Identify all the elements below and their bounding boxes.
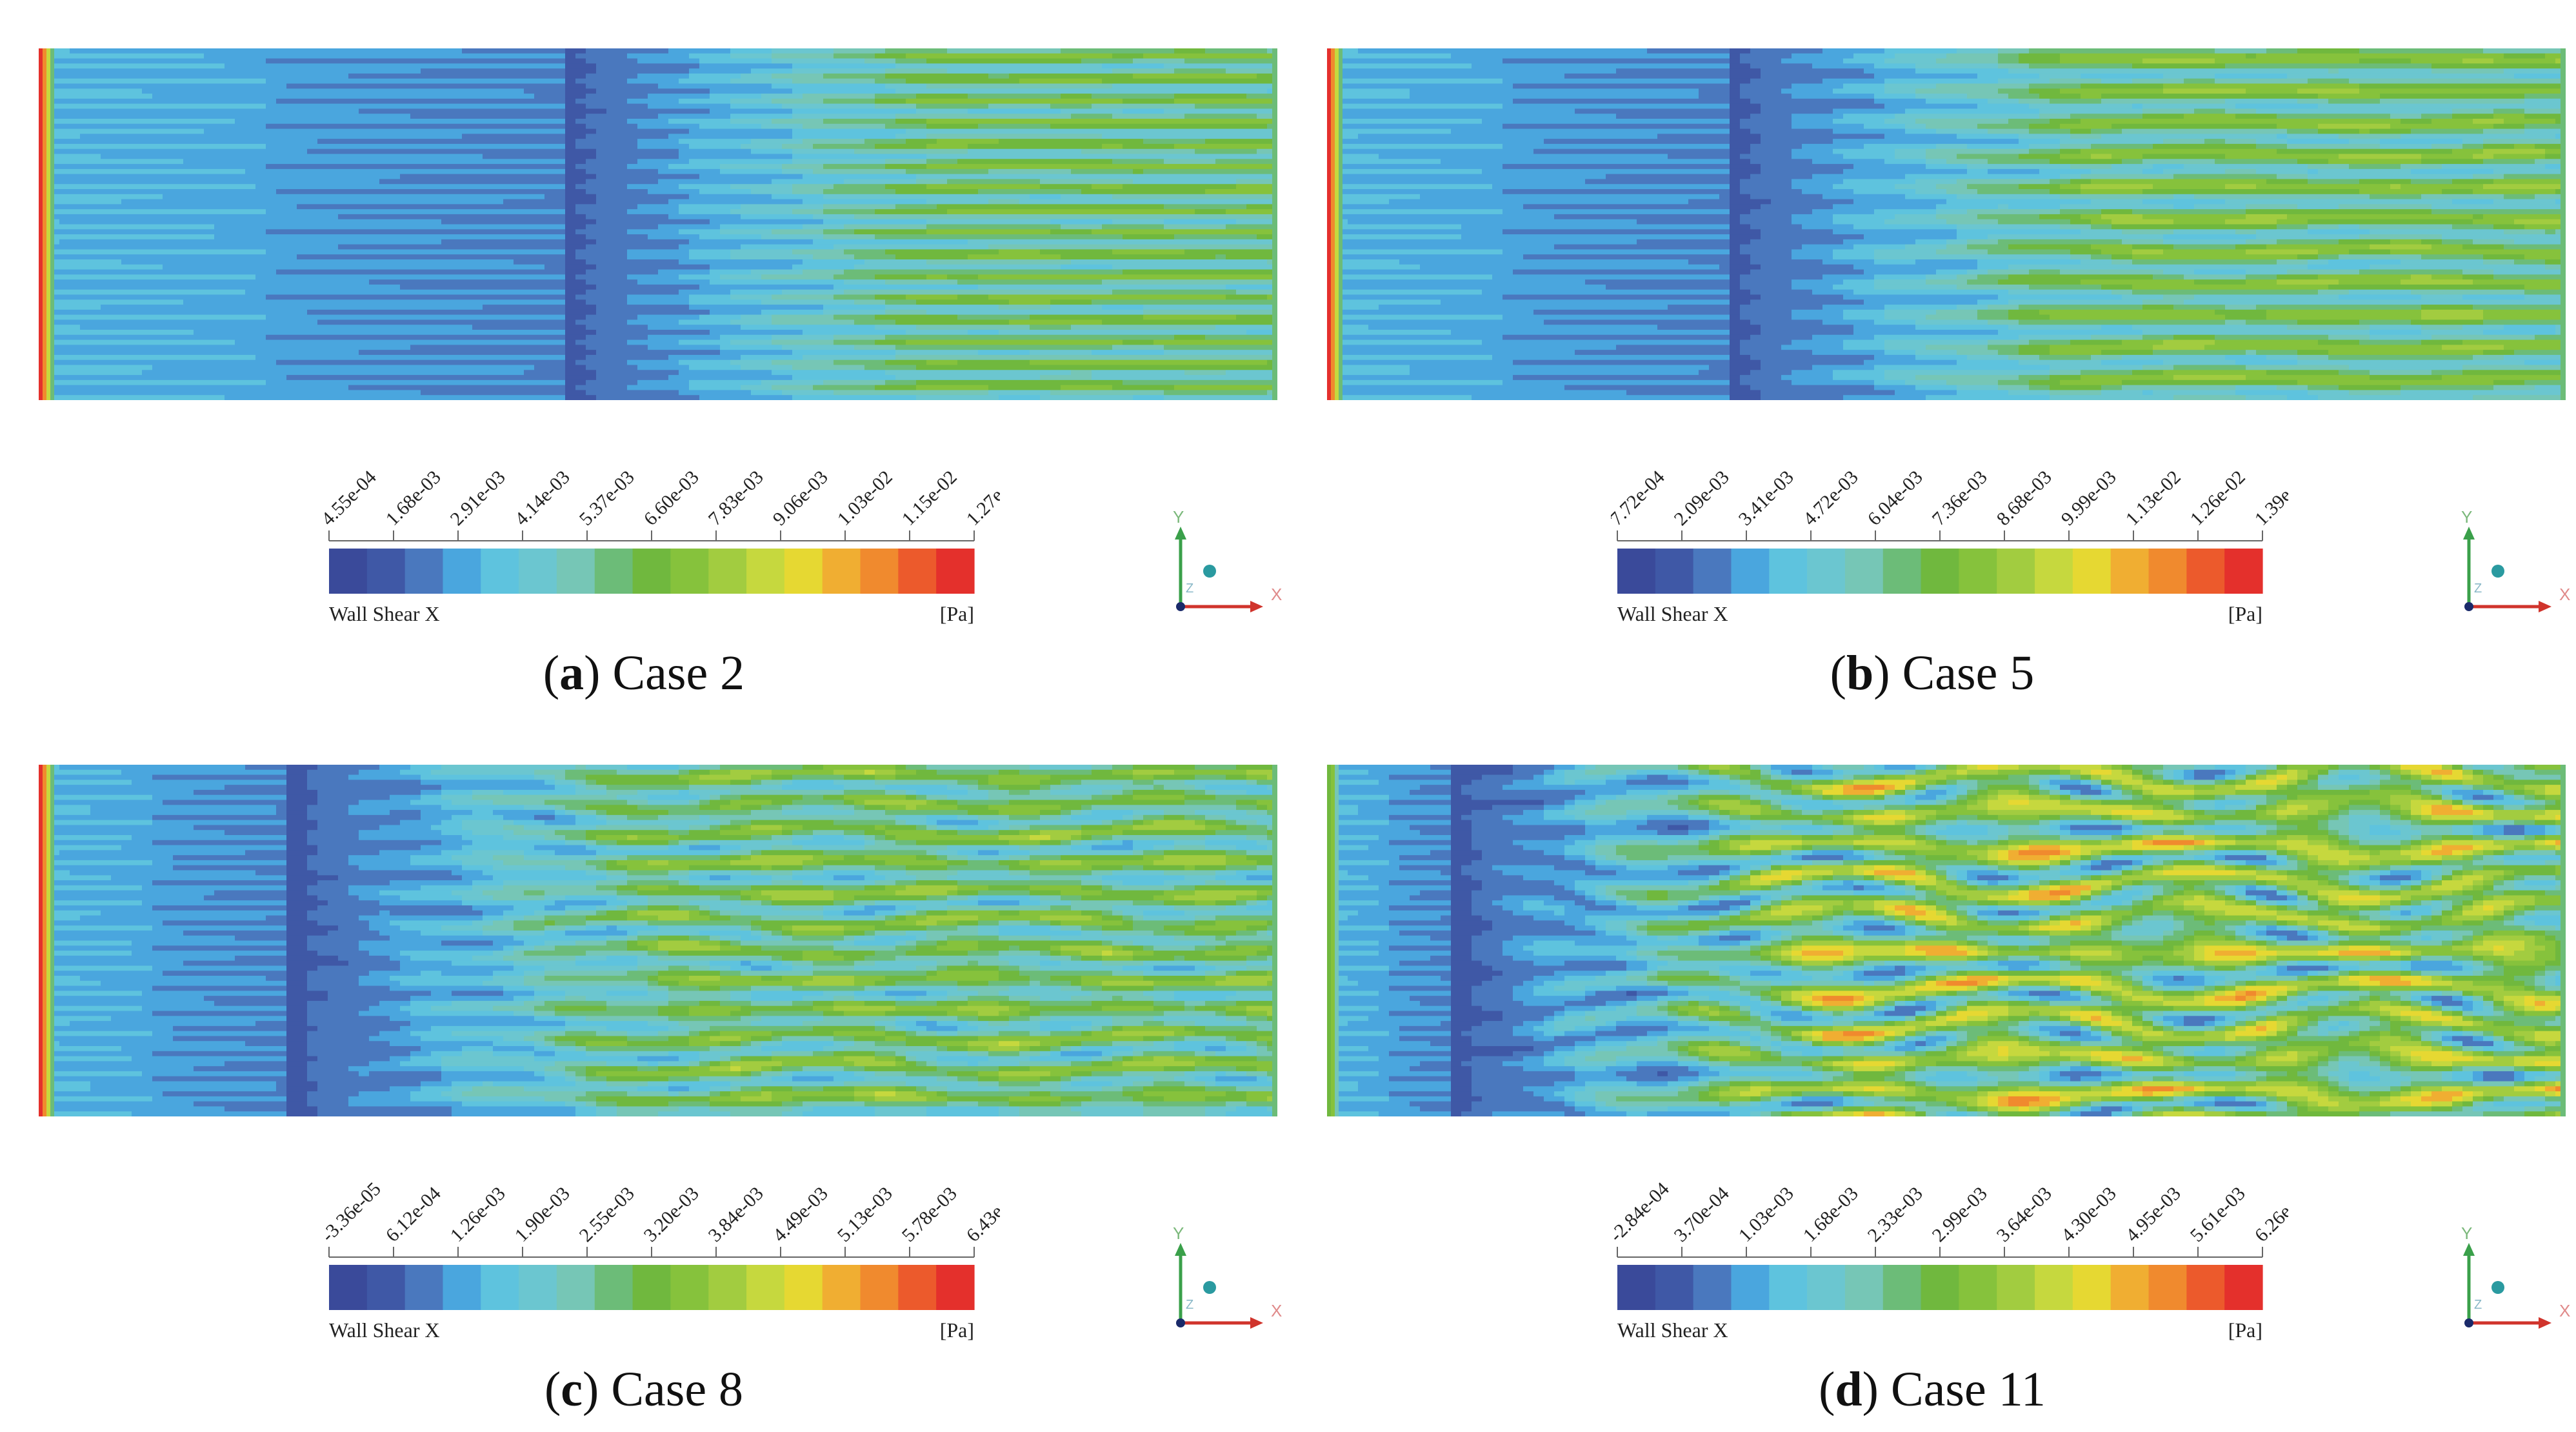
color-legend: -3.36e-056.12e-04 1.26e-03 1.90e-03 2.55e-0… [323,1178,1000,1342]
legend-tick-label: 4.55e-04 [323,467,381,530]
wall-shear-contour-plot [1327,765,2566,1116]
legend-tick-label: 4.95e-03 [2122,1183,2185,1246]
legend-tick-label: 2.99e-03 [1928,1183,1992,1246]
legend-tick-label: 9.99e-03 [2057,467,2121,530]
legend-tick-label: 5.37e-03 [575,467,639,530]
legend-tick-label: 2.33e-03 [1864,1183,1927,1246]
axis-z-label: Z [1186,581,1193,596]
panel-case-8: -3.36e-05 6.12e-04 1.26e-03 1.90e-03 2.55e-0… [0,716,1288,1432]
legend-tick-label: 4.30e-03 [2057,1183,2121,1246]
legend-tick-label: 7.83e-03 [704,467,768,530]
legend-tick-label: 1.13e-02 [2122,467,2185,530]
legend-tick-label: 3.84e-03 [704,1183,768,1246]
legend-tick-label: 2.91e-03 [446,467,510,530]
legend-tick-label: 3.64e-03 [1993,1183,2056,1246]
axis-triad: Y X Z [1173,1224,1282,1329]
legend-tick-label: 3.70e-04 [1670,1183,1733,1246]
legend-tick-label: 2.55e-03 [575,1183,639,1246]
legend-unit-label: [Pa] [940,602,974,625]
wall-shear-contour-plot [39,765,1277,1116]
legend-tick-label: -3.36e-05 [323,1178,385,1246]
legend-tick-label: 6.60e-03 [640,467,703,530]
legend-tick-label: 4.14e-03 [511,467,574,530]
axis-y-label: Y [2461,507,2472,527]
legend-tick-label: 1.68e-03 [382,467,445,530]
legend-variable-label: Wall Shear X [329,1318,440,1342]
legend-tick-label: -2.84e-04 [1611,1178,1673,1246]
legend-tick-label: 1.03e-03 [1735,1183,1798,1246]
legend-tick-label: 8.68e-03 [1993,467,2056,530]
legend-tick-label: 3.20e-03 [640,1183,703,1246]
legend-tick-label: 5.13e-03 [834,1183,897,1246]
legend-tick-label: 1.39e-02 [2251,467,2288,530]
legend-tick-label: 6.04e-03 [1864,467,1927,530]
legend-variable-label: Wall Shear X [329,602,440,625]
legend-tick-label: 6.43e-03 [963,1183,1000,1246]
legend-unit-label: [Pa] [2228,602,2262,625]
wall-shear-contour-plot [1327,48,2566,400]
legend-tick-label: 1.15e-02 [898,467,961,530]
axis-y-label: Y [2461,1224,2472,1243]
legend-tick-label: 5.61e-03 [2186,1183,2250,1246]
legend-tick-label: 2.09e-03 [1670,467,1733,530]
legend-tick-label: 3.41e-03 [1735,467,1798,530]
axis-y-label: Y [1173,507,1184,527]
legend-variable-label: Wall Shear X [1617,1318,1728,1342]
legend-tick-label: 1.26e-03 [446,1183,510,1246]
panel-case-11: -2.84e-04 3.70e-04 1.03e-03 1.68e-03 2.33e-0… [1288,716,2576,1432]
color-legend: 4.55e-04 1.68e-03 2.91e-03 4.14e-03 5.37e-03… [323,467,1000,625]
axis-z-label: Z [2474,581,2482,596]
axis-x-label: X [1271,585,1282,604]
axis-z-label: Z [2474,1298,2482,1312]
legend-tick-label: 1.27e-02 [963,467,1000,530]
axis-x-label: X [1271,1301,1282,1320]
legend-variable-label: Wall Shear X [1617,602,1728,625]
legend-tick-label: 6.26e-03 [2251,1183,2288,1246]
legend-tick-label: 1.26e-02 [2186,467,2250,530]
legend-tick-label: 7.72e-04 [1611,467,1669,530]
legend-tick-label: 5.78e-03 [898,1183,961,1246]
legend-tick-label: 9.06e-03 [769,467,832,530]
axis-z-label: Z [1186,1298,1193,1312]
panel-case-2: 4.55e-04 1.68e-03 2.91e-03 4.14e-03 5.37e-03… [0,0,1288,716]
panel-caption: (a) Case 2 [0,645,1288,701]
legend-unit-label: [Pa] [2228,1318,2262,1342]
color-legend: 7.72e-04 2.09e-03 3.41e-03 4.72e-03 6.04e-03… [1611,467,2288,625]
axis-triad: Y X Z [2461,507,2570,612]
axis-y-label: Y [1173,1224,1184,1243]
panel-caption: (d) Case 11 [1288,1362,2576,1418]
color-legend: -2.84e-043.70e-04 1.03e-03 1.68e-03 2.33e-0… [1611,1178,2288,1342]
legend-tick-label: 6.12e-04 [382,1183,445,1246]
panel-case-5: 7.72e-04 2.09e-03 3.41e-03 4.72e-03 6.04e-03… [1288,0,2576,716]
panel-caption: (c) Case 8 [0,1362,1288,1418]
legend-tick-label: 4.49e-03 [769,1183,832,1246]
legend-tick-label: 1.90e-03 [511,1183,574,1246]
panel-caption: (b) Case 5 [1288,645,2576,701]
axis-x-label: X [2559,1301,2570,1320]
axis-triad: Y X Z [1173,507,1282,612]
legend-tick-label: 4.72e-03 [1799,467,1862,530]
legend-tick-label: 7.36e-03 [1928,467,1992,530]
wall-shear-contour-plot [39,48,1277,400]
legend-unit-label: [Pa] [940,1318,974,1342]
axis-x-label: X [2559,585,2570,604]
legend-tick-label: 1.03e-02 [834,467,897,530]
legend-tick-label: 1.68e-03 [1799,1183,1862,1246]
axis-triad: Y X Z [2461,1224,2570,1329]
